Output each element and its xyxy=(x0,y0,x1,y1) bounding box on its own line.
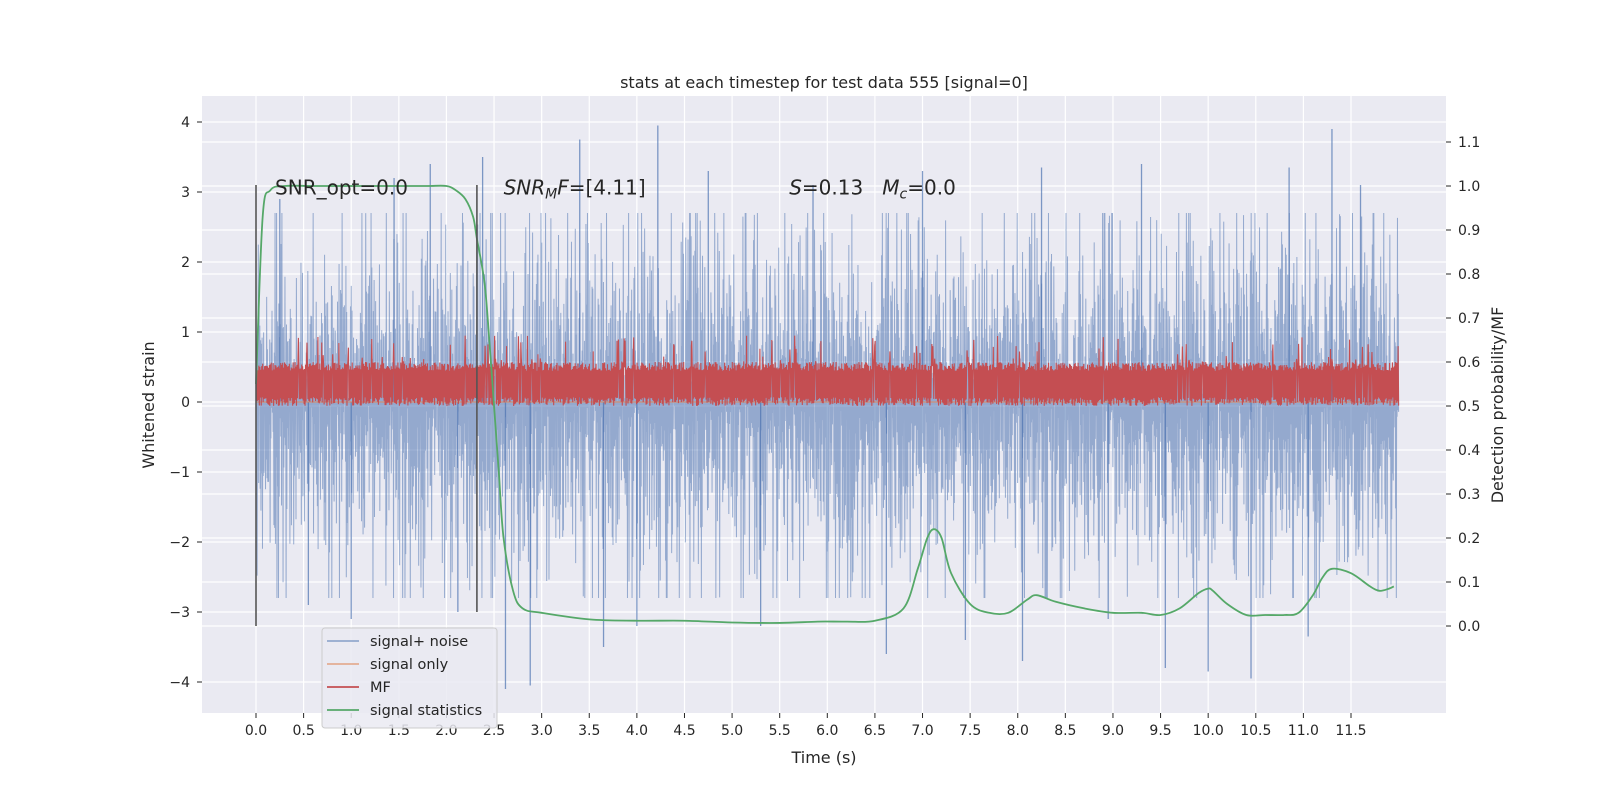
x-tick-label: 10.5 xyxy=(1240,723,1271,739)
annotation-f-part: F xyxy=(557,176,569,200)
annotation-s-value: =0.13 xyxy=(802,176,882,200)
y2-tick-label: 0.6 xyxy=(1458,355,1480,371)
y2-tick-label: 0.8 xyxy=(1458,267,1480,283)
x-tick-label: 9.5 xyxy=(1149,723,1171,739)
vertical-markers xyxy=(255,185,478,626)
annotation-0: SNR_opt=0.0 xyxy=(275,176,408,200)
x-tick-label: 3.5 xyxy=(578,723,600,739)
axes: 0.0 0.5 1.0 1.5 2.0 2.5 3.0 3.5 4.0 4.5 5.0 5.5 6.0 6… xyxy=(169,115,1480,739)
series-layer xyxy=(255,125,1400,689)
legend: signal+ noise signal only MF signal statist… xyxy=(321,627,498,729)
y-tick-label: 3 xyxy=(181,185,190,201)
x-tick-label: 4.5 xyxy=(673,723,695,739)
legend-label: signal only xyxy=(370,657,449,673)
y-tick-label: −2 xyxy=(169,535,190,551)
x-tick-label: 10.0 xyxy=(1193,723,1224,739)
series-signal-statistics xyxy=(255,184,1395,624)
y2-tick-label: 0.2 xyxy=(1458,531,1480,547)
x-tick-label: 9.0 xyxy=(1102,723,1124,739)
y-tick-label: 2 xyxy=(181,255,190,271)
x-tick-label: 0.0 xyxy=(245,723,267,739)
y2-tick-label: 0.7 xyxy=(1458,311,1480,327)
x-tick-label: 7.5 xyxy=(959,723,981,739)
annotation-2: S=0.13 Mc=0.0 xyxy=(789,176,956,203)
y-tick-label: −4 xyxy=(169,675,190,691)
legend-label: MF xyxy=(370,680,391,696)
chart-title: stats at each timestep for test data 555… xyxy=(620,73,1028,92)
legend-label: signal statistics xyxy=(370,703,482,719)
annotation-subscript: M xyxy=(545,187,557,203)
y2-tick-label: 0.5 xyxy=(1458,399,1480,415)
y2-tick-label: 1.1 xyxy=(1458,135,1480,151)
y-tick-label: −3 xyxy=(169,605,190,621)
x-tick-label: 6.5 xyxy=(864,723,886,739)
y2-tick-label: 0.1 xyxy=(1458,575,1480,591)
legend-box xyxy=(321,627,498,729)
y-axis-label: Whitened strain xyxy=(139,341,158,468)
x-tick-label: 11.0 xyxy=(1288,723,1319,739)
y-tick-label: 1 xyxy=(181,325,190,341)
annotation-1: SNRMF=[4.11] xyxy=(504,176,646,203)
y2-tick-label: 0.9 xyxy=(1458,223,1480,239)
x-tick-label: 11.5 xyxy=(1335,723,1366,739)
annotation-mc-symbol: M xyxy=(882,176,899,200)
x-tick-label: 8.5 xyxy=(1054,723,1076,739)
x-axis-label: Time (s) xyxy=(790,748,856,767)
annotation-mc-subscript: c xyxy=(900,187,908,203)
x-tick-label: 0.5 xyxy=(292,723,314,739)
y-tick-label: 0 xyxy=(181,395,190,411)
annotation-mc-value: =0.0 xyxy=(907,176,956,200)
x-tick-label: 3.0 xyxy=(531,723,553,739)
annotation-snr-part: SNR xyxy=(504,176,546,200)
x-tick-label: 4.0 xyxy=(626,723,648,739)
x-tick-label: 5.0 xyxy=(721,723,743,739)
y-tick-label: −1 xyxy=(169,465,190,481)
x-tick-label: 5.5 xyxy=(769,723,791,739)
y2-axis-label: Detection probability/MF xyxy=(1488,307,1507,504)
y2-tick-label: 0.4 xyxy=(1458,443,1480,459)
signal-noise-spikes xyxy=(279,125,1362,689)
y2-tick-label: 0.0 xyxy=(1458,619,1480,635)
x-tick-label: 7.0 xyxy=(911,723,933,739)
annotation-value: =[4.11] xyxy=(569,176,646,200)
annotations: SNR_opt=0.0 SNRMF=[4.11] S=0.13 Mc=0.0 xyxy=(275,176,956,203)
legend-label: signal+ noise xyxy=(370,634,468,650)
y2-tick-label: 0.3 xyxy=(1458,487,1480,503)
y2-tick-label: 1.0 xyxy=(1458,179,1480,195)
annotation-s-symbol: S xyxy=(789,176,802,200)
x-tick-label: 8.0 xyxy=(1007,723,1029,739)
y-tick-label: 4 xyxy=(181,115,190,131)
x-tick-label: 6.0 xyxy=(816,723,838,739)
series-mf xyxy=(255,335,1400,406)
